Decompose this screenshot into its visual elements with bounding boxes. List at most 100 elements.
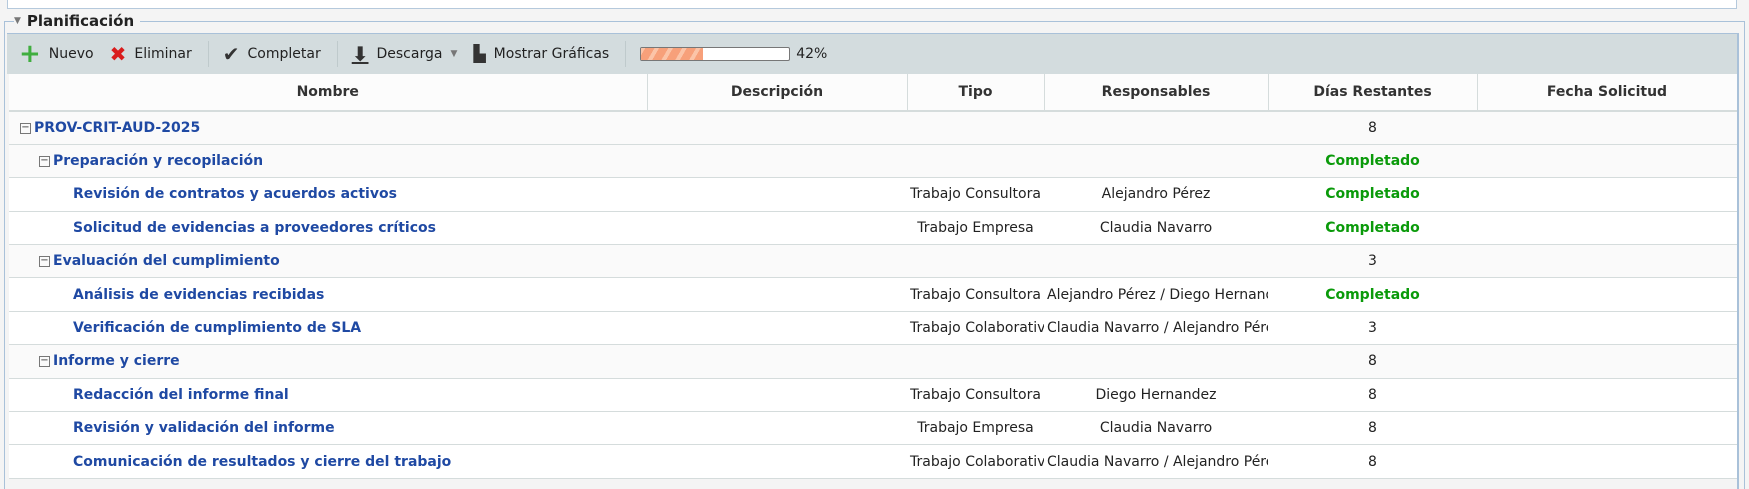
charts-label: Mostrar Gráficas bbox=[493, 46, 610, 62]
cell-name: Comunicación de resultados y cierre del … bbox=[9, 444, 647, 479]
task-name-link[interactable]: Informe y cierre bbox=[53, 353, 180, 370]
panel-title: Planificación bbox=[26, 12, 135, 30]
task-name-link[interactable]: Evaluación del cumplimiento bbox=[53, 253, 280, 270]
table-row[interactable]: Revisión de contratos y acuerdos activos… bbox=[9, 177, 1737, 212]
cell-text: 8 bbox=[1368, 119, 1377, 136]
cell-text: Completado bbox=[1325, 153, 1420, 170]
cell-text: Claudia Navarro / Alejandro Pérez bbox=[1047, 453, 1268, 470]
bar-chart-icon: ▙ bbox=[473, 44, 486, 63]
divider bbox=[207, 41, 209, 67]
table-row[interactable]: Comunicación de resultados y cierre del … bbox=[9, 444, 1737, 479]
table-row[interactable]: Revisión y validación del informe Trabajo… bbox=[9, 411, 1737, 446]
cell-resp: Claudia Navarro bbox=[1044, 411, 1268, 446]
delete-label: Eliminar bbox=[134, 46, 192, 62]
column-header[interactable]: Días Restantes bbox=[1268, 74, 1478, 112]
cell-desc bbox=[647, 244, 907, 279]
cell-tipo bbox=[907, 111, 1044, 145]
task-name-link[interactable]: Solicitud de evidencias a proveedores cr… bbox=[73, 219, 436, 236]
download-button[interactable]: ⬇ Descarga ▼ bbox=[352, 44, 458, 64]
cell-tipo: Trabajo Colaborativo bbox=[907, 444, 1044, 479]
cell-desc bbox=[647, 177, 907, 212]
cell-resp: Claudia Navarro / Alejandro Pérez bbox=[1044, 444, 1268, 479]
table-row[interactable]: Análisis de evidencias recibidas Trabajo … bbox=[9, 277, 1737, 312]
cell-dias: Completado bbox=[1268, 144, 1477, 179]
table-row[interactable]: Redacción del informe final Trabajo Consu… bbox=[9, 378, 1737, 413]
cell-text: Trabajo Colaborativo bbox=[910, 320, 1044, 337]
cell-tipo: Trabajo Consultora bbox=[907, 378, 1044, 413]
cell-name: − PROV-CRIT-AUD-2025 bbox=[9, 111, 647, 145]
cell-tipo: Trabajo Consultora bbox=[907, 177, 1044, 212]
collapse-triangle-icon[interactable]: ▼ bbox=[14, 16, 21, 26]
column-header[interactable]: Descripción bbox=[647, 74, 908, 112]
column-header[interactable]: Responsables bbox=[1044, 74, 1269, 112]
table-row[interactable]: − Informe y cierre 8 bbox=[9, 344, 1737, 379]
cell-desc bbox=[647, 444, 907, 479]
complete-button[interactable]: ✔ Completar bbox=[223, 44, 321, 64]
cell-dias: 8 bbox=[1268, 111, 1477, 145]
table-row[interactable]: − PROV-CRIT-AUD-2025 8 bbox=[9, 111, 1737, 145]
cell-tipo: Trabajo Empresa bbox=[907, 411, 1044, 446]
show-charts-button[interactable]: ▙ Mostrar Gráficas bbox=[473, 44, 610, 63]
cell-desc bbox=[647, 277, 907, 312]
scrollbar-edge bbox=[1737, 33, 1739, 489]
table-row[interactable]: − Preparación y recopilación Completado bbox=[9, 144, 1737, 179]
cell-desc bbox=[647, 111, 907, 145]
new-button[interactable]: + Nuevo bbox=[19, 41, 94, 67]
check-icon: ✔ bbox=[222, 42, 240, 66]
collapse-toggle-icon[interactable]: − bbox=[39, 355, 50, 368]
task-name-link[interactable]: PROV-CRIT-AUD-2025 bbox=[34, 119, 201, 136]
panel-header[interactable]: ▼ Planificación bbox=[14, 11, 141, 31]
cell-dias: 8 bbox=[1268, 344, 1477, 379]
task-name-link[interactable]: Redacción del informe final bbox=[73, 386, 289, 403]
progress-text: 42% bbox=[796, 46, 828, 62]
cell-text: Trabajo Consultora bbox=[910, 186, 1041, 203]
column-header[interactable]: Nombre bbox=[9, 74, 648, 112]
task-name-link[interactable]: Análisis de evidencias recibidas bbox=[73, 286, 325, 303]
cell-fecha bbox=[1477, 211, 1737, 246]
x-icon: ✖ bbox=[109, 42, 127, 66]
table-row[interactable]: Verificación de cumplimiento de SLA Traba… bbox=[9, 311, 1737, 346]
chevron-down-icon[interactable]: ▼ bbox=[450, 49, 458, 59]
cell-fecha bbox=[1477, 144, 1737, 179]
cell-dias: Completado bbox=[1268, 211, 1477, 246]
task-name-link[interactable]: Revisión de contratos y acuerdos activos bbox=[73, 186, 397, 203]
cell-desc bbox=[647, 411, 907, 446]
cell-text: Alejandro Pérez / Diego Hernandez bbox=[1047, 286, 1268, 303]
cell-text: Claudia Navarro bbox=[1099, 219, 1213, 236]
task-name-link[interactable]: Verificación de cumplimiento de SLA bbox=[73, 320, 362, 337]
cell-fecha bbox=[1477, 411, 1737, 446]
collapse-toggle-icon[interactable]: − bbox=[39, 155, 50, 168]
cell-tipo bbox=[907, 244, 1044, 279]
column-header[interactable]: Fecha Solicitud bbox=[1477, 74, 1738, 112]
task-name-link[interactable]: Comunicación de resultados y cierre del … bbox=[73, 453, 452, 470]
cell-text: Diego Hernandez bbox=[1095, 386, 1217, 403]
cell-fecha bbox=[1477, 111, 1737, 145]
cell-resp bbox=[1044, 244, 1268, 279]
cell-dias: Completado bbox=[1268, 277, 1477, 312]
cell-text: Trabajo Empresa bbox=[917, 219, 1034, 236]
cell-text: Alejandro Pérez bbox=[1101, 186, 1211, 203]
download-label: Descarga bbox=[376, 46, 443, 62]
task-name-link[interactable]: Revisión y validación del informe bbox=[73, 420, 335, 437]
cell-text: 8 bbox=[1368, 453, 1377, 470]
cell-resp: Diego Hernandez bbox=[1044, 378, 1268, 413]
collapse-toggle-icon[interactable]: − bbox=[20, 121, 31, 134]
progress-fill bbox=[641, 48, 704, 60]
column-header[interactable]: Tipo bbox=[907, 74, 1045, 112]
collapse-toggle-icon[interactable]: − bbox=[39, 255, 50, 268]
task-name-link[interactable]: Preparación y recopilación bbox=[53, 153, 264, 170]
cell-text: Trabajo Empresa bbox=[917, 420, 1034, 437]
table-row[interactable]: − Evaluación del cumplimiento 3 bbox=[9, 244, 1737, 279]
cell-text: 3 bbox=[1368, 320, 1377, 337]
cell-name: − Informe y cierre bbox=[9, 344, 647, 379]
cell-name: − Preparación y recopilación bbox=[9, 144, 647, 179]
cell-fecha bbox=[1477, 378, 1737, 413]
table-row[interactable]: Solicitud de evidencias a proveedores cr… bbox=[9, 211, 1737, 246]
cell-fecha bbox=[1477, 277, 1737, 312]
delete-button[interactable]: ✖ Eliminar bbox=[110, 44, 192, 64]
cell-desc bbox=[647, 378, 907, 413]
cell-text: 8 bbox=[1368, 353, 1377, 370]
cell-name: Revisión y validación del informe bbox=[9, 411, 647, 446]
toolbar: + Nuevo ✖ Eliminar ✔ Completar ⬇ Descarga ▼ ▙… bbox=[7, 33, 1737, 74]
cell-resp: Alejandro Pérez / Diego Hernandez bbox=[1044, 277, 1268, 312]
